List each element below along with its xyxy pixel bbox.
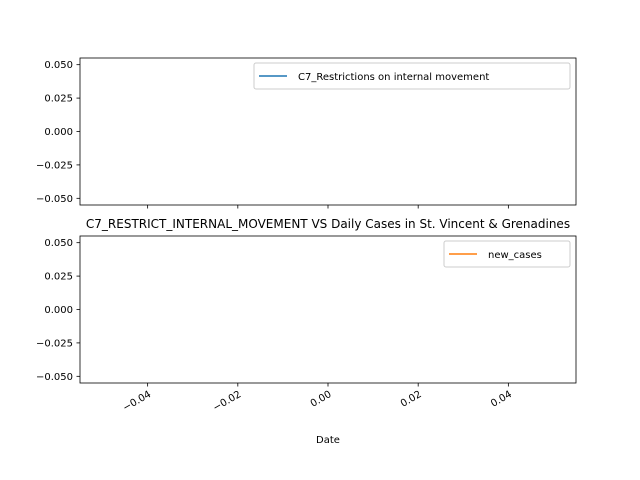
bottom-legend-label: new_cases bbox=[488, 250, 542, 261]
bottom-x-ticks: −0.04 −0.02 0.00 0.02 0.04 bbox=[121, 383, 514, 414]
bottom-x-tick-label: 0.04 bbox=[489, 389, 514, 410]
top-axes: 0.050 0.025 0.000 −0.025 −0.050 C7_Restricti… bbox=[36, 57, 577, 209]
bottom-y-tick-label: 0.000 bbox=[44, 305, 73, 316]
bottom-y-tick-label: −0.050 bbox=[36, 372, 73, 383]
top-y-tick-label: 0.050 bbox=[44, 60, 73, 71]
bottom-y-tick-label: 0.050 bbox=[44, 238, 73, 249]
bottom-axes: C7_RESTRICT_INTERNAL_MOVEMENT VS Daily C… bbox=[36, 217, 577, 446]
bottom-legend: new_cases bbox=[443, 240, 571, 268]
bottom-x-tick-label: −0.02 bbox=[211, 389, 243, 414]
top-y-tick-label: 0.025 bbox=[44, 94, 73, 105]
bottom-x-tick-label: −0.04 bbox=[121, 389, 153, 414]
bottom-y-tick-label: −0.025 bbox=[36, 338, 73, 349]
bottom-x-tick-label: 0.02 bbox=[399, 389, 424, 410]
x-axis-label: Date bbox=[316, 435, 340, 446]
top-y-ticks: 0.050 0.025 0.000 −0.025 −0.050 bbox=[36, 60, 80, 205]
bottom-legend-box bbox=[443, 240, 571, 268]
bottom-y-tick-label: 0.025 bbox=[44, 272, 73, 283]
bottom-x-tick-label: 0.00 bbox=[309, 389, 334, 410]
bottom-y-ticks: 0.050 0.025 0.000 −0.025 −0.050 bbox=[36, 238, 80, 383]
top-y-tick-label: −0.050 bbox=[36, 194, 73, 205]
top-legend: C7_Restrictions on internal movement bbox=[253, 62, 571, 90]
top-y-tick-label: 0.000 bbox=[44, 127, 73, 138]
top-y-tick-label: −0.025 bbox=[36, 160, 73, 171]
bottom-chart-title: C7_RESTRICT_INTERNAL_MOVEMENT VS Daily C… bbox=[86, 217, 570, 231]
top-legend-box bbox=[253, 62, 571, 90]
top-x-ticks bbox=[147, 205, 509, 209]
top-legend-label: C7_Restrictions on internal movement bbox=[298, 72, 489, 83]
